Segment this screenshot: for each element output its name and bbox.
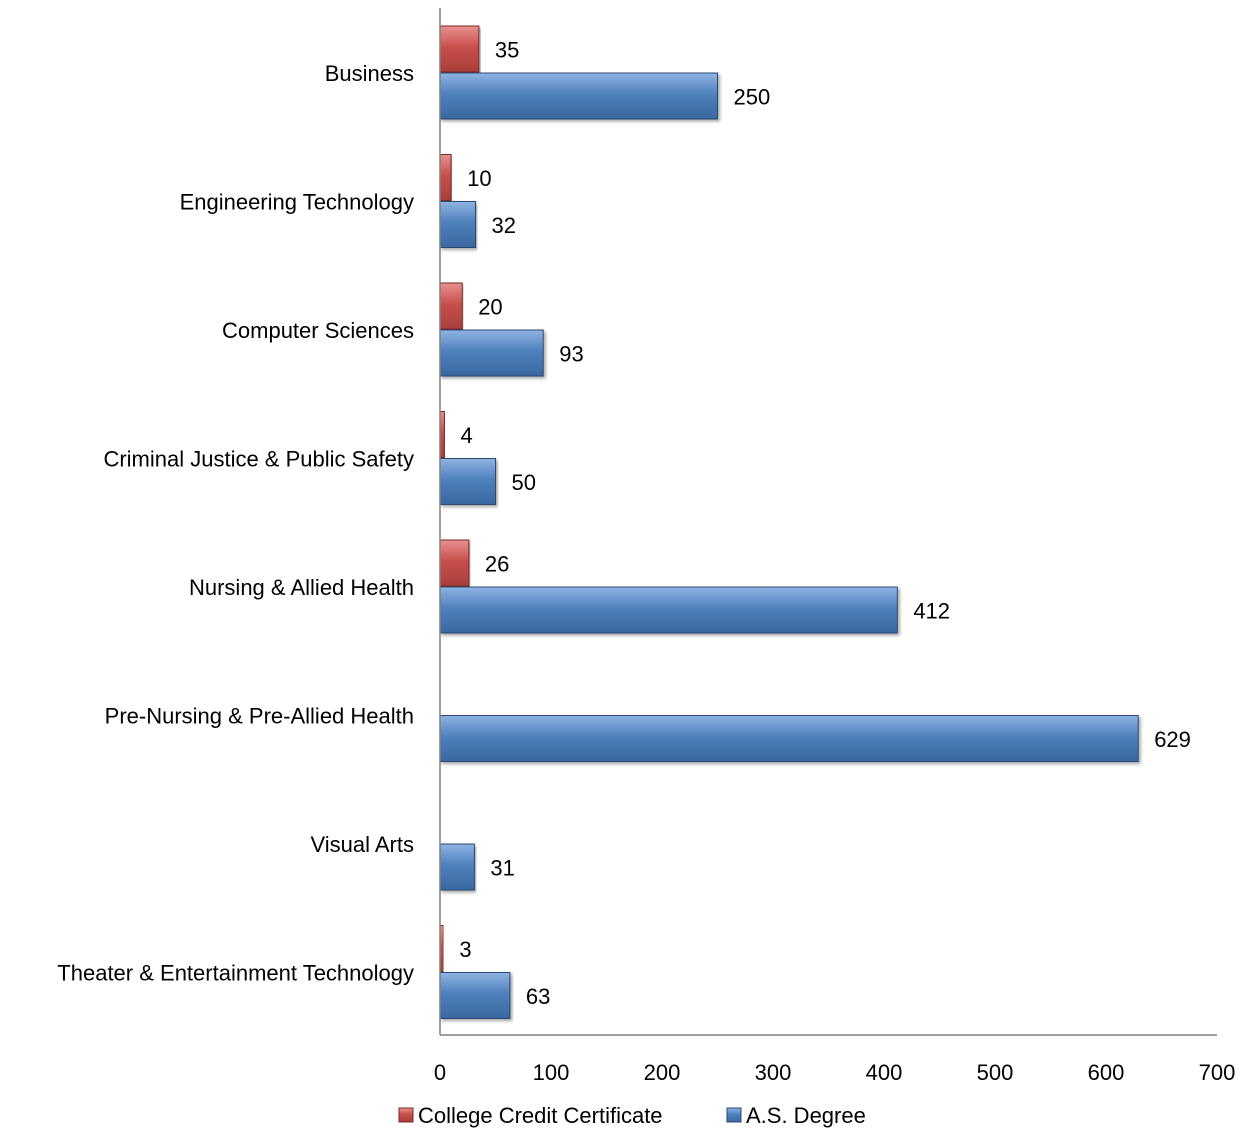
bar-as-degree	[439, 843, 475, 891]
x-tick-label: 200	[644, 1060, 681, 1085]
category-label: Pre-Nursing & Pre-Allied Health	[105, 704, 414, 729]
legend-swatch-college-credit-certificate	[398, 1107, 414, 1123]
data-label: 32	[492, 213, 516, 238]
legend-label: A.S. Degree	[746, 1103, 866, 1128]
category-label: Theater & Entertainment Technology	[57, 961, 414, 986]
legend: College Credit Certificate A.S. Degree	[398, 1103, 866, 1128]
legend-label: College Credit Certificate	[418, 1103, 663, 1128]
bar-as-degree	[439, 201, 477, 248]
category-labels: Business Engineering Technology Computer S…	[57, 61, 414, 986]
data-label: 93	[559, 342, 583, 367]
data-label: 26	[485, 552, 509, 577]
data-label: 4	[460, 423, 472, 448]
legend-swatch-as-degree	[726, 1107, 742, 1123]
bar-as-degree	[439, 458, 496, 505]
data-label: 412	[913, 599, 950, 624]
bar-college-credit-certificate	[439, 154, 452, 201]
data-label: 10	[467, 166, 491, 191]
bar-as-degree	[439, 72, 718, 120]
data-label: 31	[490, 856, 514, 881]
data-label: 50	[512, 470, 536, 495]
bar-college-credit-certificate	[439, 25, 480, 73]
data-label: 3	[459, 937, 471, 962]
data-label: 629	[1154, 727, 1191, 752]
category-label: Nursing & Allied Health	[189, 575, 414, 600]
bar-as-degree	[439, 586, 898, 634]
bar-college-credit-certificate	[439, 539, 470, 587]
x-tick-label: 700	[1199, 1060, 1236, 1085]
category-label: Engineering Technology	[180, 190, 414, 215]
x-tick-label: 600	[1088, 1060, 1125, 1085]
category-label: Criminal Justice & Public Safety	[103, 447, 414, 472]
x-tick-labels: 0 100 200 300 400 500 600 700	[434, 1060, 1235, 1085]
bar-as-degree	[439, 329, 544, 377]
axes	[439, 8, 1217, 1036]
data-label: 35	[495, 38, 519, 63]
data-label: 250	[734, 85, 771, 110]
data-label: 20	[478, 295, 502, 320]
bar-college-credit-certificate	[439, 282, 463, 330]
x-tick-label: 0	[434, 1060, 446, 1085]
x-tick-label: 400	[866, 1060, 903, 1085]
x-tick-label: 500	[977, 1060, 1014, 1085]
x-tick-label: 100	[533, 1060, 570, 1085]
data-label: 63	[526, 984, 550, 1009]
category-label: Business	[325, 61, 414, 86]
category-label: Computer Sciences	[222, 318, 414, 343]
bars	[439, 25, 1139, 1019]
bar-as-degree	[439, 972, 511, 1019]
x-tick-label: 300	[755, 1060, 792, 1085]
bar-as-degree	[439, 715, 1139, 762]
category-label: Visual Arts	[310, 832, 414, 857]
